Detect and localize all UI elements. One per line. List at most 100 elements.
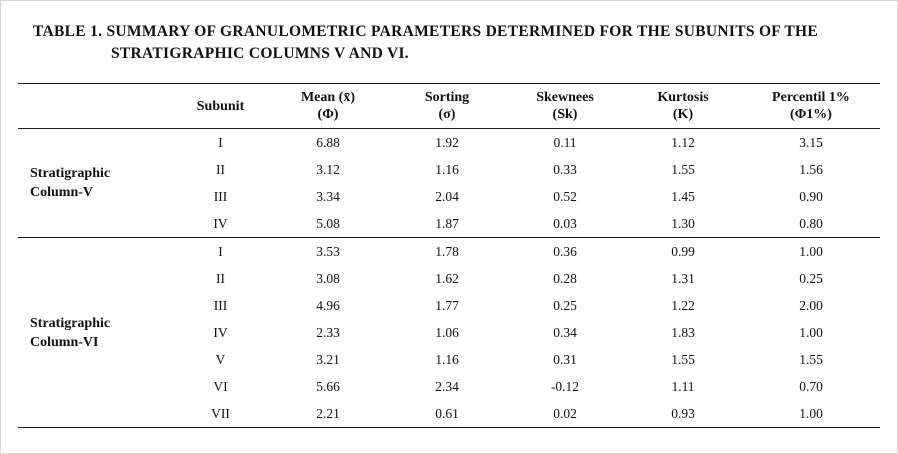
cell-mean: 4.96: [316, 297, 340, 313]
group-label-line1: Stratigraphic: [30, 315, 111, 331]
cell-mean: 3.08: [316, 270, 340, 286]
table-row: II 3.08 1.62 0.28 1.31 0.25: [18, 265, 880, 292]
table-row: Stratigraphic Column-V I 6.88 1.92 0.11 …: [18, 129, 880, 201]
cell-subunit: IV: [213, 324, 228, 340]
group-label-line2: Column-VI: [30, 334, 99, 350]
cell-sorting: 0.61: [435, 405, 459, 421]
table-row: II 3.12 1.16 0.33 1.55 1.56: [18, 156, 880, 183]
cell-kurtosis: 0.93: [671, 405, 695, 421]
cell-kurtosis: 0.99: [671, 243, 695, 259]
cell-kurtosis: 1.22: [671, 297, 695, 313]
table-row: Stratigraphic Column-VI I 3.53 1.78 0.36…: [18, 238, 880, 350]
cell-mean: 3.34: [316, 188, 340, 204]
cell-kurtosis: 1.11: [671, 378, 695, 394]
cell-subunit: V: [215, 351, 226, 367]
cell-percentil: 1.00: [799, 324, 823, 340]
cell-skewness: 0.25: [553, 297, 577, 313]
group-label-line2: Column-V: [30, 185, 94, 200]
cell-subunit: IV: [213, 215, 228, 231]
cell-mean: 5.66: [316, 378, 340, 394]
cell-percentil: 2.00: [799, 297, 823, 313]
cell-mean: 3.12: [316, 161, 340, 177]
cell-sorting: 2.34: [435, 378, 459, 394]
cell-sorting: 1.06: [435, 324, 459, 340]
table-row: VII 2.21 0.61 0.02 0.93 1.00: [18, 400, 880, 428]
cell-skewness: 0.31: [553, 351, 577, 367]
cell-sorting: 1.16: [435, 161, 459, 177]
table-row: IV 5.08 1.87 0.03 1.30 0.80: [18, 210, 880, 238]
table-row: III 3.34 2.04 0.52 1.45 0.90: [18, 183, 880, 210]
header-row: Subunit Mean (x̄) (Φ) Sorting (σ) Skewne…: [18, 83, 880, 129]
group-label-column-v: Stratigraphic Column-V: [18, 129, 173, 238]
cell-skewness: 0.02: [553, 405, 577, 421]
header-skewness-line1: Skewnees: [536, 90, 594, 105]
cell-skewness: 0.34: [553, 324, 577, 340]
header-percentil-line1: Percentil 1%: [772, 90, 850, 105]
cell-subunit: III: [213, 188, 228, 204]
header-sorting-line2: (σ): [438, 107, 456, 122]
cell-percentil: 1.00: [799, 405, 823, 421]
cell-kurtosis: 1.55: [671, 351, 695, 367]
header-kurtosis-line1: Kurtosis: [657, 90, 709, 105]
cell-subunit: I: [218, 134, 223, 150]
group-label-column-vi: Stratigraphic Column-VI: [18, 238, 173, 428]
table-row: VI 5.66 2.34 -0.12 1.11 0.70: [18, 373, 880, 400]
cell-subunit: VII: [211, 405, 230, 421]
header-sorting-line1: Sorting: [424, 90, 470, 105]
cell-mean: 3.53: [316, 243, 340, 259]
header-subunit: Subunit: [173, 84, 268, 129]
header-mean-line1: Mean (x̄): [300, 90, 356, 105]
table-title-line1: TABLE 1. SUMMARY OF GRANULOMETRIC PARAME…: [33, 23, 819, 40]
table-row: V 3.21 1.16 0.31 1.55 1.55: [18, 346, 880, 373]
cell-sorting: 1.78: [435, 243, 459, 259]
cell-kurtosis: 1.31: [671, 270, 695, 286]
cell-mean: 3.21: [316, 351, 340, 367]
header-percentil-line2: (Φ1%): [790, 107, 832, 122]
cell-mean: 6.88: [316, 134, 340, 150]
cell-skewness: 0.52: [553, 188, 577, 204]
cell-percentil: 1.55: [799, 351, 823, 367]
cell-skewness: 0.11: [553, 134, 577, 150]
cell-skewness: 0.03: [553, 215, 577, 231]
cell-subunit: III: [213, 297, 228, 313]
table-row: III 4.96 1.77 0.25 1.22 2.00: [18, 292, 880, 319]
cell-sorting: 1.62: [435, 270, 459, 286]
cell-percentil: 1.56: [799, 161, 823, 177]
header-kurtosis-line2: (K): [672, 107, 694, 122]
cell-mean: 2.33: [316, 324, 340, 340]
cell-mean: 2.21: [316, 405, 340, 421]
table-row: IV 2.33 1.06 0.34 1.83 1.00: [18, 319, 880, 346]
cell-skewness: 0.33: [553, 161, 577, 177]
group-label-line1: Stratigraphic: [30, 166, 111, 181]
granulometric-table: Subunit Mean (x̄) (Φ) Sorting (σ) Skewne…: [18, 83, 880, 428]
cell-kurtosis: 1.30: [671, 215, 695, 231]
cell-sorting: 1.16: [435, 351, 459, 367]
cell-kurtosis: 1.45: [671, 188, 695, 204]
cell-mean: 5.08: [316, 215, 340, 231]
cell-skewness: 0.36: [553, 243, 577, 259]
cell-percentil: 0.90: [799, 188, 823, 204]
header-mean: Mean (x̄) (Φ): [268, 84, 388, 129]
header-group-spacer: [18, 84, 173, 129]
table-title: TABLE 1. SUMMARY OF GRANULOMETRIC PARAME…: [33, 21, 869, 65]
cell-percentil: 3.15: [799, 134, 823, 150]
cell-sorting: 1.77: [435, 297, 459, 313]
cell-percentil: 0.80: [799, 215, 823, 231]
header-mean-line2: (Φ): [317, 107, 339, 122]
cell-subunit: I: [218, 243, 223, 259]
cell-kurtosis: 1.83: [671, 324, 695, 340]
header-percentil: Percentil 1% (Φ1%): [742, 84, 880, 129]
cell-sorting: 2.04: [435, 188, 459, 204]
cell-skewness: 0.28: [553, 270, 577, 286]
cell-kurtosis: 1.12: [671, 134, 695, 150]
cell-subunit: II: [216, 161, 225, 177]
header-sorting: Sorting (σ): [388, 84, 506, 129]
cell-subunit: II: [216, 270, 225, 286]
cell-skewness: -0.12: [550, 378, 580, 394]
cell-percentil: 0.70: [799, 378, 823, 394]
cell-percentil: 1.00: [799, 243, 823, 259]
cell-sorting: 1.87: [435, 215, 459, 231]
table-title-line2: STRATIGRAPHIC COLUMNS V AND VI.: [111, 45, 409, 62]
header-kurtosis: Kurtosis (K): [624, 84, 742, 129]
